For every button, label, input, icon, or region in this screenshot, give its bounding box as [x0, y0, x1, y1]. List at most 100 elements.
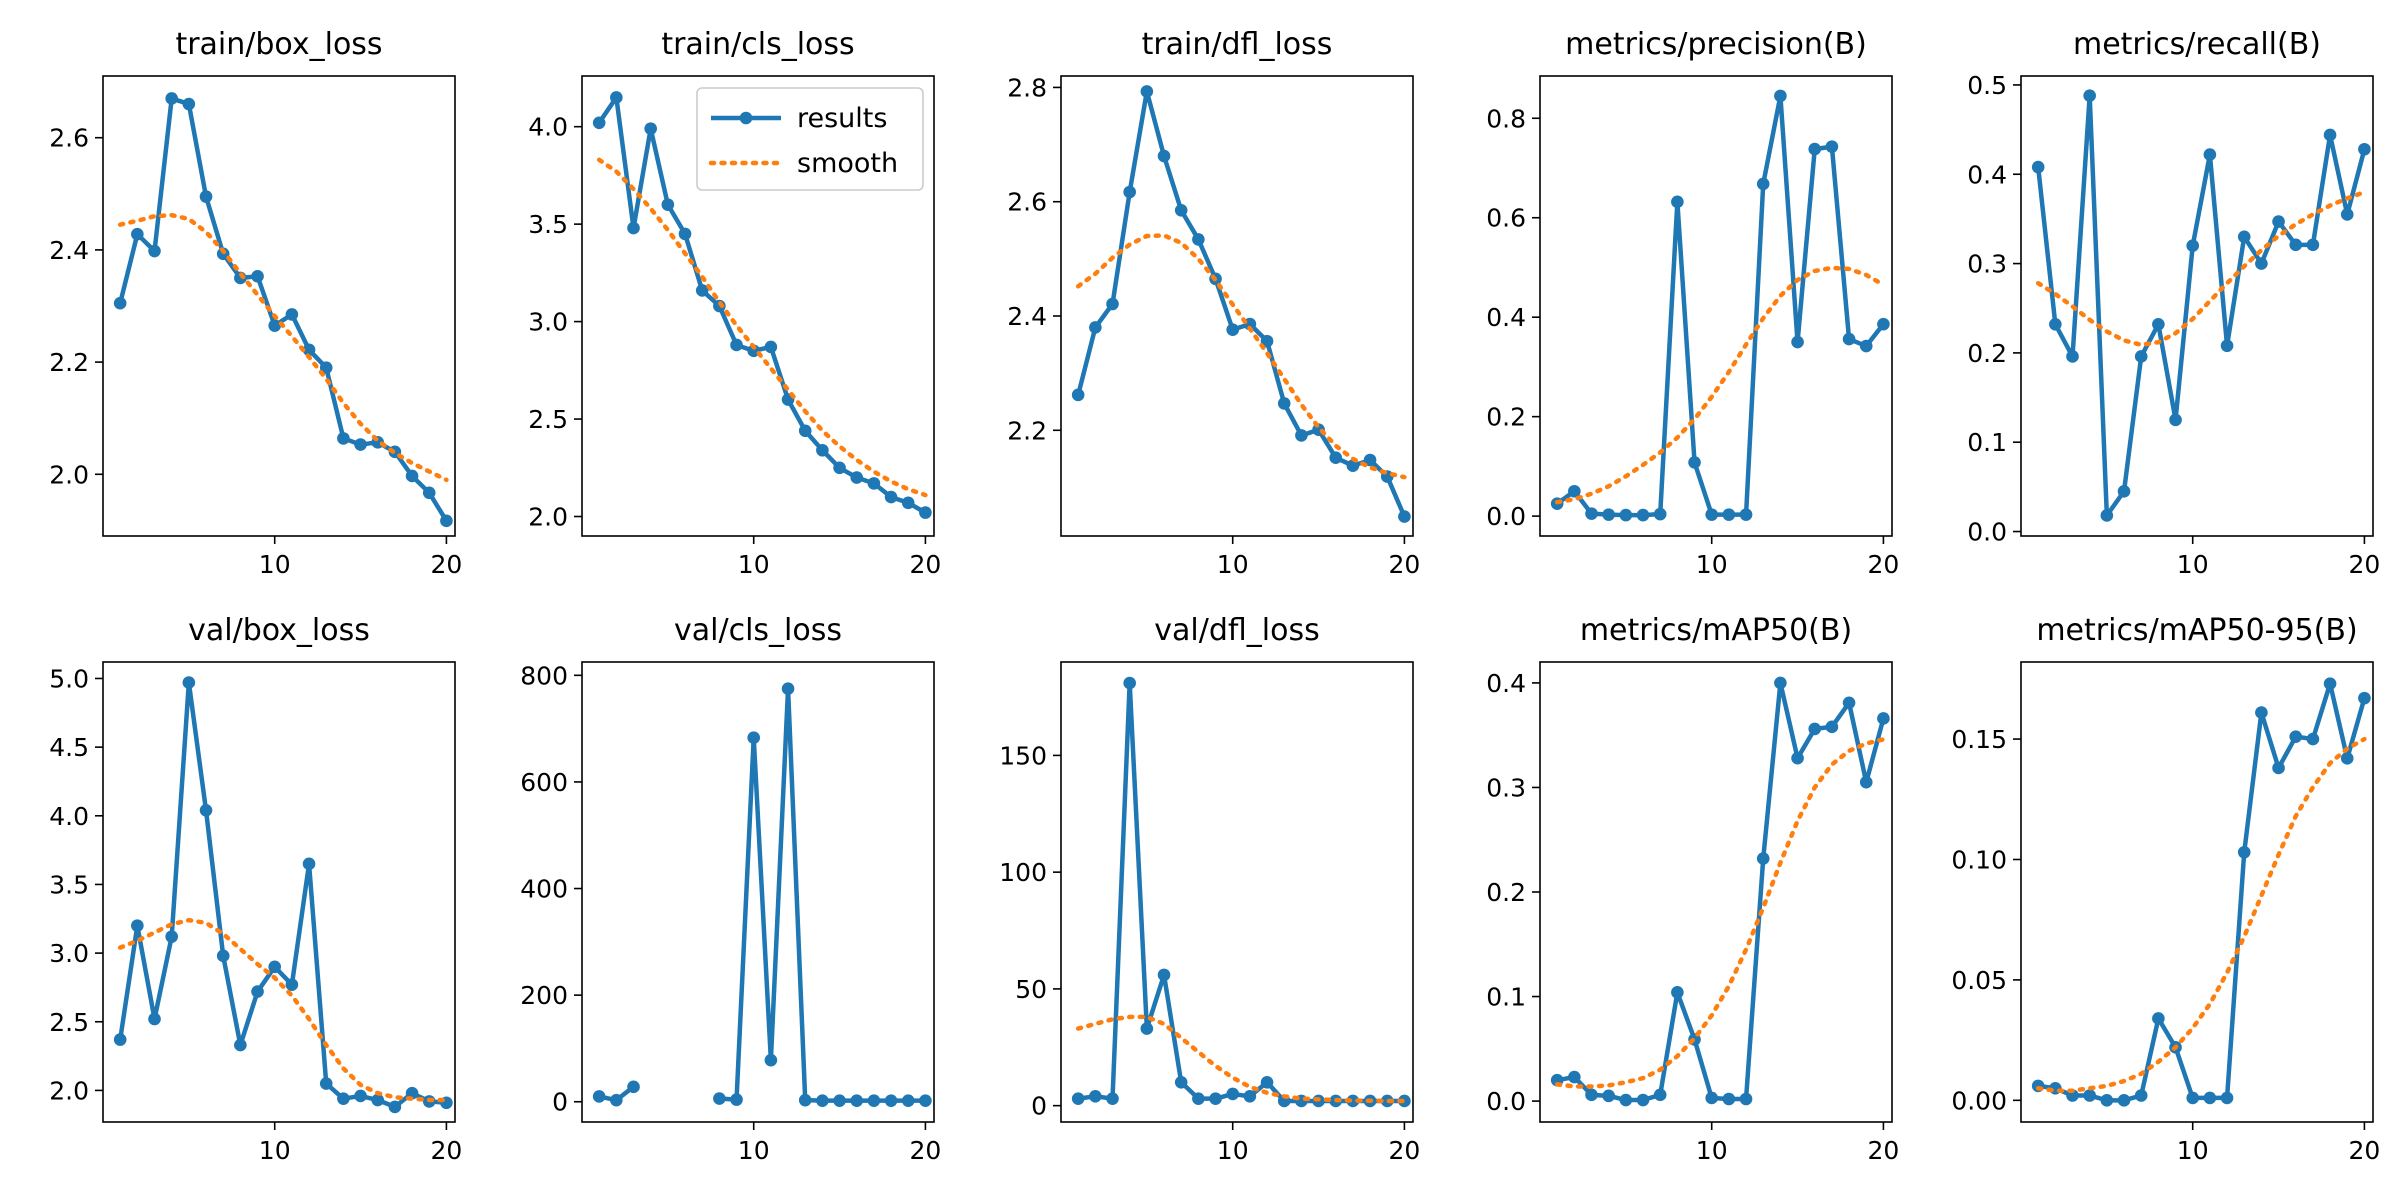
results-point [1346, 1094, 1360, 1108]
panel-metrics-precision-b: metrics/precision(B) 10 20 0.0 0.2 0.4 0.6 0.8 [1486, 27, 1899, 579]
results-point [1602, 1089, 1615, 1103]
x-tick-label: 20 [1868, 1136, 1900, 1165]
results-point [2289, 730, 2303, 743]
results-point [1585, 1088, 1598, 1102]
results-point [2100, 509, 2114, 522]
x-tick-label: 10 [1696, 550, 1728, 579]
y-tick-label: 0.00 [1951, 1086, 2007, 1115]
results-point [302, 857, 316, 871]
x-tick-label: 10 [1696, 1136, 1728, 1165]
panel-title: metrics/mAP50-95(B) [2036, 613, 2357, 648]
y-tick-label: 4.0 [49, 802, 89, 831]
results-point [592, 116, 606, 130]
results-point [1602, 508, 1615, 521]
results-point [833, 1094, 846, 1107]
x-tick-label: 20 [910, 1136, 942, 1165]
results-point [1106, 297, 1119, 311]
results-point [1226, 1087, 1240, 1101]
y-tick-label: 2.2 [49, 348, 89, 377]
results-point [1157, 968, 1171, 982]
x-tick-label: 20 [431, 1136, 463, 1165]
results-point [2340, 208, 2354, 221]
results-point [148, 244, 161, 258]
results-point [2237, 230, 2251, 244]
results-point [1774, 89, 1787, 103]
legend-label-smooth: smooth [797, 148, 898, 179]
results-point [901, 1094, 915, 1107]
results-point [1585, 507, 1598, 520]
results-point [1140, 1022, 1154, 1035]
results-point [251, 269, 264, 283]
axes-frame [1539, 661, 1893, 1123]
panel-metrics-recall-b: metrics/recall(B) 10 20 0.0 0.1 0.2 0.3 0.4 0.5 [1967, 27, 2380, 579]
results-point [131, 919, 144, 932]
results-point [764, 1053, 778, 1067]
results-point [2358, 691, 2371, 705]
results-point [1089, 1090, 1102, 1103]
y-tick-label: 0.3 [1486, 773, 1526, 802]
results-point [747, 731, 761, 744]
results-point [2134, 1089, 2148, 1102]
results-point [1636, 1093, 1650, 1107]
y-tick-label: 0.0 [1486, 502, 1526, 531]
y-tick-label: 0.5 [1967, 71, 2007, 100]
results-point [798, 424, 812, 438]
smooth-line [117, 212, 449, 483]
axes-frame [2020, 75, 2374, 537]
results-point [2358, 142, 2371, 156]
results-point [1859, 775, 1873, 789]
panel-title: train/dfl_loss [1142, 27, 1333, 62]
panel-train-cls-loss: train/cls_loss 10 20 2.0 2.5 3.0 3.5 4.0 results… [528, 27, 941, 579]
axes-frame [1060, 75, 1414, 537]
results-point [440, 514, 453, 528]
y-tick-label: 2.0 [49, 1076, 89, 1105]
results-point [1705, 508, 1719, 521]
axes-frame [102, 75, 456, 537]
results-point [2340, 752, 2354, 765]
results-point [2152, 1012, 2165, 1025]
results-point [1808, 722, 1822, 736]
results-point [1671, 986, 1684, 999]
results-point [2255, 706, 2268, 719]
results-point [1653, 507, 1667, 521]
results-point [268, 960, 282, 974]
results-point [1791, 751, 1804, 765]
results-point [234, 1038, 247, 1052]
results-point [199, 804, 213, 817]
y-tick-label: 5.0 [49, 664, 89, 693]
y-tick-label: 0.0 [1486, 1087, 1526, 1116]
results-point [867, 1094, 881, 1107]
results-point [1671, 195, 1684, 209]
results-point [1192, 1092, 1205, 1105]
results-point [216, 949, 230, 963]
results-point [1825, 720, 1839, 734]
x-tick-label: 20 [2349, 550, 2381, 579]
panel-title: train/box_loss [175, 27, 382, 62]
results-point [1346, 459, 1360, 473]
results-point [2083, 89, 2096, 102]
results-point [1739, 508, 1753, 521]
results-point [182, 676, 196, 689]
results-point [867, 477, 881, 490]
results-point [165, 92, 178, 105]
x-tick-label: 10 [2177, 550, 2209, 579]
results-point [319, 361, 333, 375]
y-tick-label: 0.4 [1486, 669, 1526, 698]
smooth-line [117, 917, 449, 1103]
y-tick-label: 100 [999, 858, 1047, 887]
results-point [919, 506, 932, 519]
results-point [422, 486, 436, 500]
results-point [1398, 510, 1411, 523]
x-tick-label: 10 [738, 550, 770, 579]
y-tick-label: 4.5 [49, 733, 89, 762]
x-tick-label: 20 [1868, 550, 1900, 579]
panel-title: val/dfl_loss [1154, 613, 1319, 648]
results-point [1329, 451, 1343, 465]
y-tick-label: 2.5 [528, 405, 568, 434]
axes-frame [102, 661, 456, 1123]
y-tick-label: 0.15 [1951, 725, 2007, 754]
results-point [1705, 1091, 1719, 1105]
results-point [354, 1089, 367, 1103]
results-point [1089, 321, 1102, 334]
